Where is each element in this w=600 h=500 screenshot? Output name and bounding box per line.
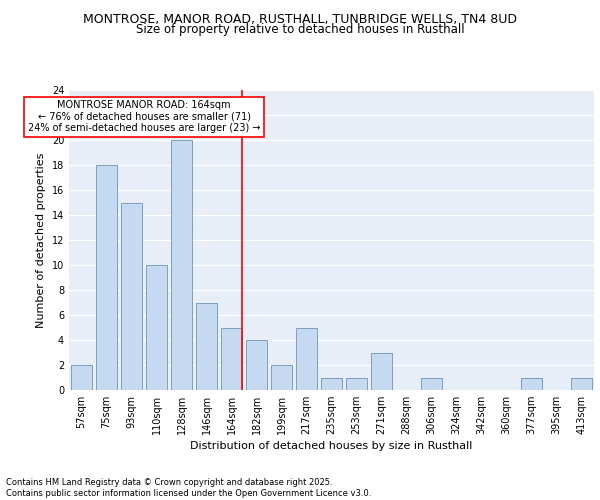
Bar	[246, 340, 267, 390]
Bar	[321, 378, 342, 390]
X-axis label: Distribution of detached houses by size in Rusthall: Distribution of detached houses by size …	[190, 441, 473, 451]
Bar	[121, 202, 142, 390]
Bar	[221, 328, 242, 390]
Y-axis label: Number of detached properties: Number of detached properties	[36, 152, 46, 328]
Text: MONTROSE MANOR ROAD: 164sqm
← 76% of detached houses are smaller (71)
24% of sem: MONTROSE MANOR ROAD: 164sqm ← 76% of det…	[28, 100, 260, 133]
Bar	[421, 378, 442, 390]
Bar	[271, 365, 292, 390]
Bar	[296, 328, 317, 390]
Bar	[146, 265, 167, 390]
Bar	[571, 378, 592, 390]
Bar	[71, 365, 92, 390]
Bar	[521, 378, 542, 390]
Bar	[96, 165, 117, 390]
Text: MONTROSE, MANOR ROAD, RUSTHALL, TUNBRIDGE WELLS, TN4 8UD: MONTROSE, MANOR ROAD, RUSTHALL, TUNBRIDG…	[83, 12, 517, 26]
Text: Contains HM Land Registry data © Crown copyright and database right 2025.
Contai: Contains HM Land Registry data © Crown c…	[6, 478, 371, 498]
Bar	[346, 378, 367, 390]
Bar	[171, 140, 192, 390]
Bar	[196, 302, 217, 390]
Text: Size of property relative to detached houses in Rusthall: Size of property relative to detached ho…	[136, 22, 464, 36]
Bar	[371, 352, 392, 390]
